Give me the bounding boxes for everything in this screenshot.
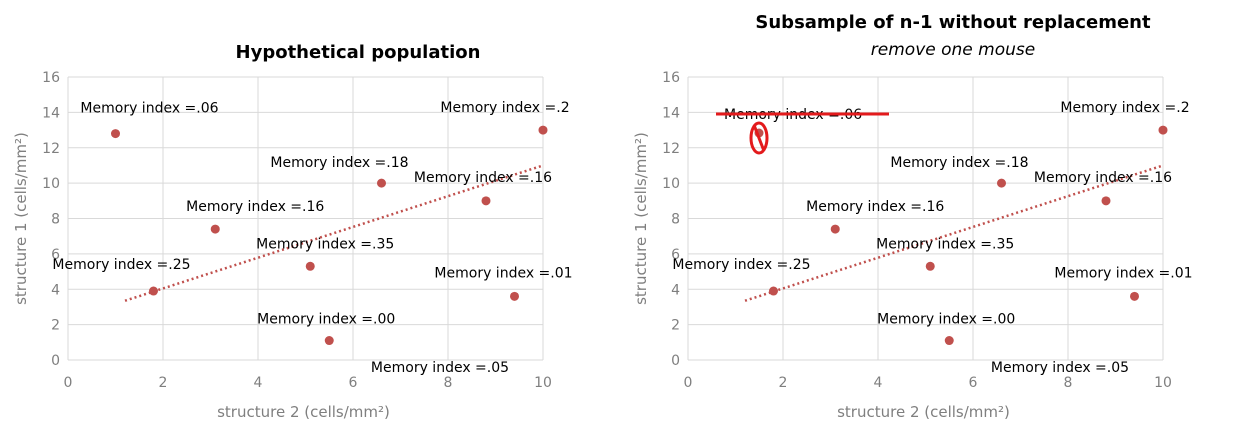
data-label: Memory index =.00 (257, 312, 395, 328)
data-point (1101, 196, 1111, 206)
chart-panel-right: Subsample of n-1 without replacement rem… (620, 0, 1239, 422)
data-label: Memory index =.16 (1034, 170, 1172, 186)
x-axis-title: structure 2 (cells/mm²) (837, 403, 1010, 421)
y-tick-label: 4 (671, 282, 680, 298)
x-tick-label: 4 (254, 375, 263, 391)
y-tick-label: 10 (662, 176, 680, 192)
data-point (944, 336, 954, 346)
y-tick-label: 12 (662, 141, 680, 157)
data-point (111, 129, 120, 139)
x-tick-label: 2 (779, 375, 788, 391)
x-tick-label: 8 (1064, 375, 1073, 391)
x-tick-label: 0 (684, 375, 693, 391)
y-tick-label: 6 (51, 247, 60, 263)
data-point (925, 261, 935, 271)
data-point (1158, 125, 1168, 135)
data-label: Memory index =.18 (270, 155, 408, 171)
chart-subtitle: remove one mouse (870, 40, 1036, 60)
data-label: Memory index =.16 (186, 199, 324, 215)
y-tick-label: 2 (51, 318, 60, 334)
removed-point-ring (749, 121, 769, 155)
data-point (997, 178, 1006, 188)
y-tick-label: 16 (662, 70, 680, 86)
chart-title: Hypothetical population (235, 42, 481, 63)
x-tick-label: 10 (534, 375, 552, 391)
y-axis-title: structure 1 (cells/mm²) (12, 132, 30, 305)
x-tick-label: 4 (874, 375, 883, 391)
data-label: Memory index =.25 (672, 257, 810, 273)
data-label: Memory index =.18 (890, 155, 1028, 171)
y-tick-label: 14 (662, 105, 680, 121)
data-label: Memory index =.16 (806, 199, 944, 215)
data-point (149, 286, 158, 296)
data-point (481, 196, 491, 206)
y-tick-label: 2 (671, 318, 680, 334)
data-label: Memory index =.16 (414, 170, 552, 186)
y-tick-label: 0 (51, 353, 60, 369)
data-point (210, 224, 220, 234)
y-tick-label: 8 (671, 212, 680, 228)
data-label: Memory index =.35 (876, 236, 1014, 252)
data-point (510, 291, 519, 301)
chart-panel-left: Hypothetical population 0 2 4 6 8 10 12 14 16 0 2 4… (12, 42, 573, 421)
y-axis-title: structure 1 (cells/mm²) (632, 132, 650, 305)
data-label: Memory index =.05 (371, 360, 509, 376)
chart-title: Subsample of n-1 without replacement (755, 12, 1151, 33)
trendline (744, 164, 1164, 302)
data-point (830, 224, 840, 234)
data-point (1130, 291, 1139, 301)
data-label: Memory index =.01 (434, 265, 572, 281)
y-tick-label: 8 (51, 212, 60, 228)
y-tick-label: 10 (42, 176, 60, 192)
y-tick-label: 16 (42, 70, 60, 86)
x-axis-title: structure 2 (cells/mm²) (217, 403, 390, 421)
y-tick-label: 4 (51, 282, 60, 298)
x-tick-label: 6 (969, 375, 978, 391)
x-tick-label: 6 (349, 375, 358, 391)
removed-point-slash (752, 124, 766, 152)
y-tick-label: 0 (671, 353, 680, 369)
x-tick-label: 2 (159, 375, 168, 391)
data-point (324, 336, 334, 346)
data-label: Memory index =.00 (877, 312, 1015, 328)
scatter-chart: 0 2 4 6 8 10 12 14 16 0 2 4 6 8 10 structure 2 (cells/m… (12, 70, 573, 421)
data-label: Memory index =.06 (80, 101, 218, 117)
data-label: Memory index =.05 (991, 360, 1129, 376)
data-point (769, 286, 778, 296)
y-tick-label: 12 (42, 141, 60, 157)
y-tick-label: 14 (42, 105, 60, 121)
y-tick-label: 6 (671, 247, 680, 263)
x-tick-label: 0 (64, 375, 73, 391)
data-point (538, 125, 548, 135)
trendline (124, 164, 544, 302)
x-tick-label: 8 (444, 375, 453, 391)
data-point (377, 178, 386, 188)
data-point (305, 261, 315, 271)
data-label: Memory index =.01 (1054, 265, 1192, 281)
x-tick-label: 10 (1154, 375, 1172, 391)
data-label: Memory index =.25 (52, 257, 190, 273)
data-label: Memory index =.2 (440, 100, 569, 116)
data-label: Memory index =.35 (256, 236, 394, 252)
data-label: Memory index =.2 (1060, 100, 1189, 116)
scatter-chart: 0 2 4 6 8 10 12 14 16 0 2 4 6 8 10 structure 2 (cells/m… (632, 70, 1193, 421)
